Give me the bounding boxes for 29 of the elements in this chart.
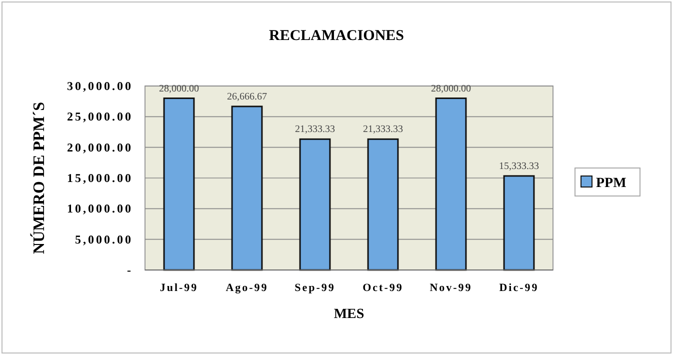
x-axis-title: MES <box>334 307 364 322</box>
y-tick-label: 15,000.00 <box>67 171 133 185</box>
bar <box>163 98 195 271</box>
y-tick-label: 5,000.00 <box>75 232 133 246</box>
y-tick-label: 30,000.00 <box>67 79 133 93</box>
y-axis-title: NÚMERO DE PPM´S <box>30 102 48 254</box>
data-label: 15,333.33 <box>499 160 539 172</box>
chart-title: RECLAMACIONES <box>268 28 404 44</box>
data-label: 21,333.33 <box>363 124 403 136</box>
x-tick-label: Ago-99 <box>226 282 268 294</box>
bar <box>231 106 263 271</box>
bar <box>435 98 467 271</box>
data-label: 21,333.33 <box>295 124 335 136</box>
x-tick-label: Nov-99 <box>430 282 472 294</box>
y-tick-label: 20,000.00 <box>67 140 133 154</box>
bar <box>503 175 535 271</box>
x-tick-label: Dic-99 <box>499 282 539 294</box>
y-tick-label: 25,000.00 <box>67 110 133 124</box>
data-label: 28,000.00 <box>159 83 199 94</box>
y-tick-label: 10,000.00 <box>67 202 133 216</box>
x-tick-label: Oct-99 <box>362 282 404 294</box>
bar <box>367 138 399 271</box>
legend-label: PPM <box>596 176 626 191</box>
x-tick-label: Jul-99 <box>160 282 198 294</box>
x-tick-label: Sep-99 <box>294 282 336 294</box>
y-tick-label: - <box>127 263 133 277</box>
data-label: 28,000.00 <box>431 83 471 94</box>
data-label: 26,666.67 <box>227 91 267 102</box>
bar <box>299 138 331 271</box>
